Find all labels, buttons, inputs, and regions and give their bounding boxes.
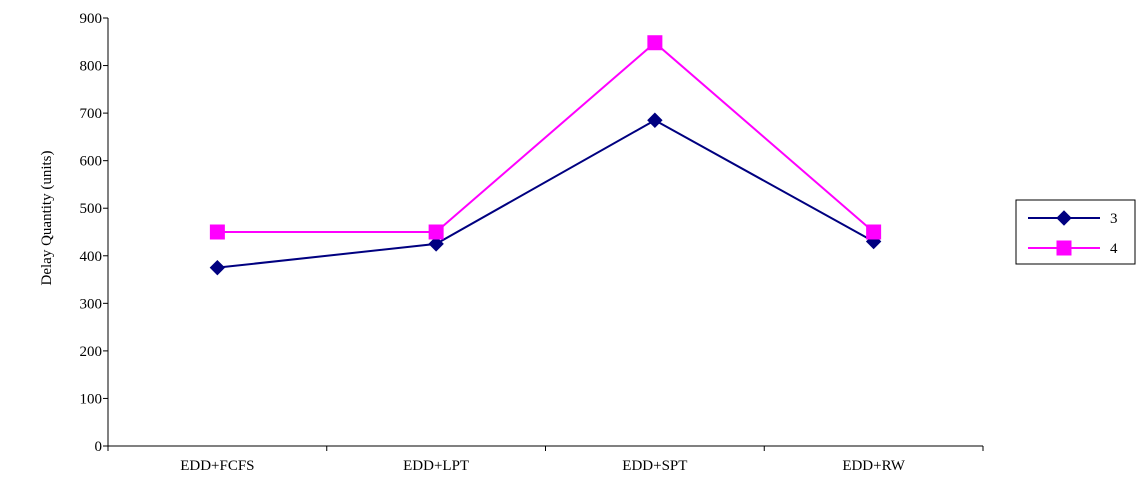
legend-marker-4	[1056, 240, 1072, 256]
data-point-4	[428, 224, 444, 240]
x-tick-label: EDD+LPT	[403, 458, 469, 474]
series-4	[209, 35, 882, 240]
legend-box	[1015, 199, 1136, 265]
y-tick-label: 100	[80, 391, 103, 407]
y-tick-label: 600	[80, 154, 103, 170]
y-tick-label: 0	[95, 439, 103, 455]
y-tick-label: 400	[80, 249, 103, 265]
data-point-3	[209, 259, 226, 276]
data-point-3	[647, 112, 663, 128]
x-ticks: EDD+FCFS EDD+LPT EDD+SPT EDD+RW	[107, 446, 984, 474]
x-tick-label: EDD+FCFS	[180, 458, 254, 474]
legend-marker-3	[1056, 210, 1072, 226]
y-tick-label: 800	[80, 59, 103, 75]
y-tick-label: 500	[80, 201, 103, 217]
series-layer	[209, 35, 882, 276]
data-point-4	[866, 224, 882, 240]
data-point-4	[209, 224, 225, 240]
y-axis-label: Delay Quantity (units)	[39, 151, 55, 286]
series-line-3	[217, 119, 875, 269]
data-point-4	[647, 35, 663, 51]
series-3	[209, 112, 882, 276]
y-tick-label: 900	[80, 11, 103, 27]
legend-label-3: 3	[1110, 211, 1118, 227]
y-tick-label: 700	[80, 106, 103, 122]
data-point-3	[428, 236, 444, 252]
legend-label-4: 4	[1110, 241, 1118, 257]
x-tick-label: EDD+RW	[842, 458, 905, 474]
y-tick-label: 200	[80, 344, 103, 360]
x-tick-label: EDD+SPT	[622, 458, 687, 474]
series-line-4	[217, 41, 875, 233]
legend: 34	[1015, 199, 1136, 265]
y-tick-label: 300	[80, 296, 103, 312]
y-ticks: 0 100 200 300 400 500 600 700 800 900	[80, 11, 108, 455]
